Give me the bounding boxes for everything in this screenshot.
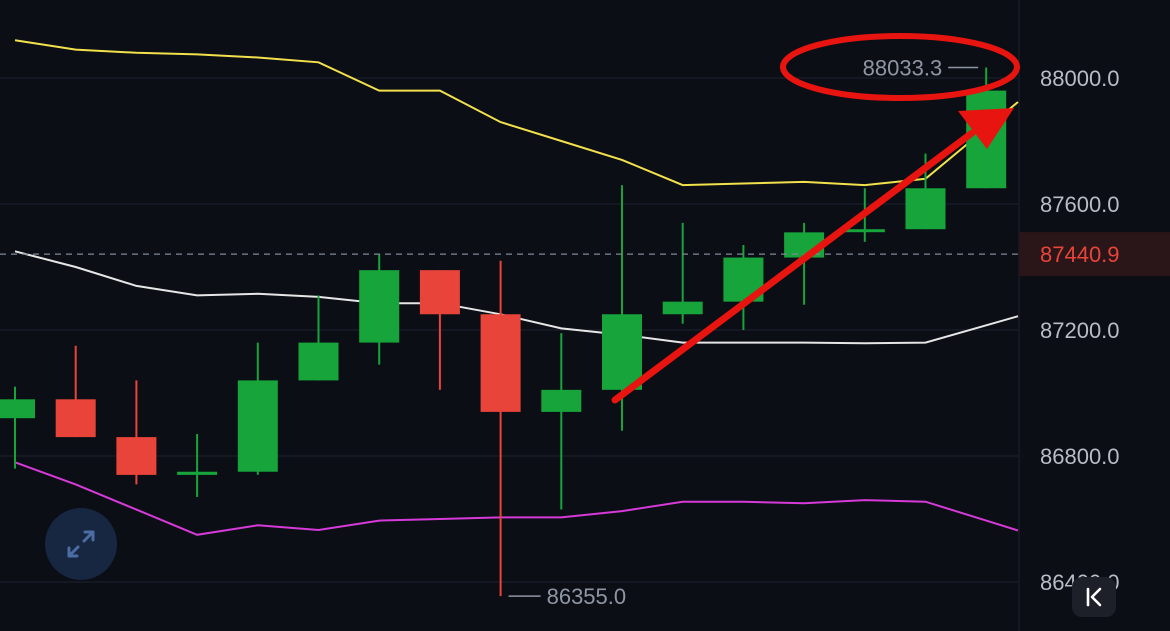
skip-to-start-icon — [1086, 587, 1102, 607]
candle — [784, 222, 825, 305]
candle — [359, 254, 400, 365]
y-tick-label: 87600.0 — [1040, 192, 1120, 217]
lower_band-line — [14, 461, 1019, 536]
candle — [480, 260, 521, 597]
candle-body — [116, 437, 157, 475]
candle — [723, 244, 764, 330]
price-markers: 87440.9 88033.3 86355.0 — [0, 56, 1170, 609]
annotations — [611, 33, 1020, 404]
candle-body — [602, 314, 642, 390]
highlight-ellipse — [780, 33, 1020, 101]
y-tick-label: 87200.0 — [1040, 318, 1120, 343]
trend-arrow-head — [958, 108, 1014, 149]
candle-body — [55, 399, 96, 438]
candle — [177, 433, 218, 497]
high-marker-label: 88033.3 — [863, 56, 943, 81]
low-marker-label: 86355.0 — [547, 584, 627, 609]
band-lines — [14, 39, 1019, 536]
current-price-label: 87440.9 — [1040, 242, 1120, 267]
candle — [541, 333, 582, 510]
candle — [298, 295, 339, 381]
candle-body — [662, 301, 703, 315]
candle — [905, 153, 946, 230]
candle-body — [905, 188, 946, 230]
upper_band-line — [14, 39, 1019, 187]
scroll-to-latest-button[interactable] — [1072, 577, 1116, 617]
expand-button[interactable] — [45, 508, 117, 580]
trend-arrow — [611, 129, 976, 404]
candle-body — [844, 229, 885, 233]
candle — [662, 222, 703, 324]
candle — [116, 380, 157, 485]
candle — [0, 386, 35, 469]
candle-body — [480, 314, 521, 412]
expand-arrows-icon — [67, 530, 95, 558]
y-tick-label: 88000.0 — [1040, 66, 1120, 91]
candle-body — [419, 270, 460, 315]
middle_band-line — [14, 250, 1019, 345]
candle — [237, 342, 278, 475]
candle-body — [177, 471, 218, 475]
y-tick-label: 86800.0 — [1040, 444, 1120, 469]
candle-body — [237, 380, 278, 472]
candle-body — [0, 399, 35, 419]
candle — [602, 185, 642, 431]
candle — [55, 345, 96, 438]
current-price-tag — [1019, 232, 1170, 277]
candles — [0, 67, 1007, 597]
candle-body — [298, 342, 339, 381]
candle-body — [359, 270, 400, 343]
candle-body — [541, 389, 582, 412]
candle — [419, 270, 460, 390]
